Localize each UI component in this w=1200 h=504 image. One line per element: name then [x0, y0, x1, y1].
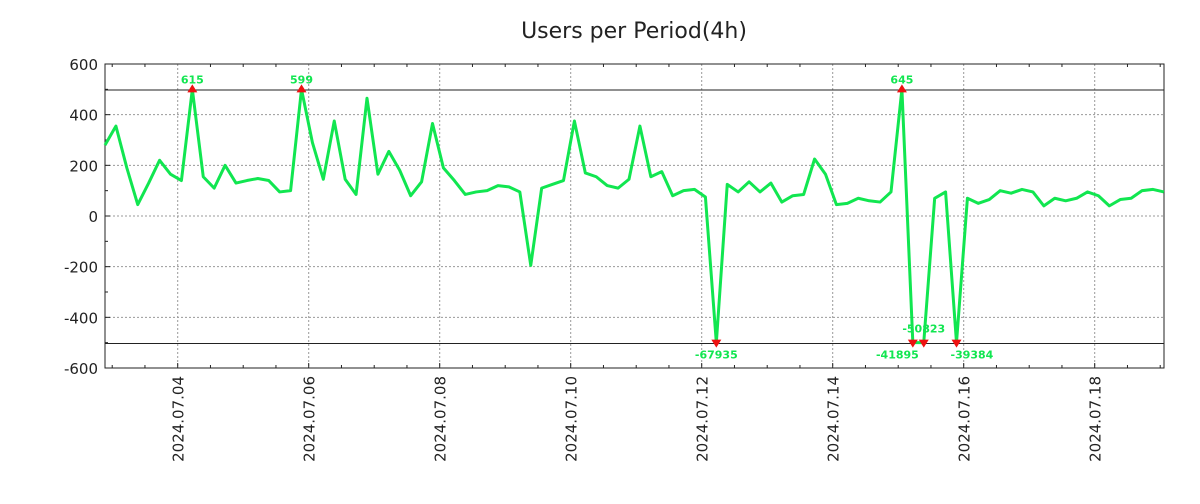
data-label: 615	[181, 73, 204, 86]
y-tick-label: -200	[64, 259, 98, 277]
clip-marker-down	[907, 339, 918, 348]
y-tick-label: 400	[69, 107, 98, 125]
y-tick-label: 200	[69, 157, 98, 175]
clip-marker-down	[918, 339, 929, 348]
clip-marker-up	[296, 84, 307, 93]
x-tick-label: 2024.07.06	[301, 376, 319, 462]
clip-marker-up	[187, 84, 198, 93]
clip-marker-down	[951, 339, 962, 348]
data-label: -39384	[951, 349, 994, 362]
plot-area-frame	[104, 63, 1165, 369]
data-label: 645	[890, 73, 913, 86]
y-tick-label: -400	[64, 309, 98, 327]
x-tick-label: 2024.07.04	[170, 376, 188, 462]
y-tick-label: 600	[69, 56, 98, 74]
data-label: -50823	[902, 323, 945, 336]
y-tick-label: -600	[64, 360, 98, 378]
x-tick-label: 2024.07.18	[1087, 376, 1105, 462]
data-label: -67935	[695, 349, 738, 362]
series-line-users	[103, 87, 1165, 345]
clip-marker-down	[711, 339, 722, 348]
x-tick-label: 2024.07.16	[956, 376, 974, 462]
x-tick-label: 2024.07.08	[432, 376, 450, 462]
y-tick-label: 0	[88, 208, 98, 226]
data-label: -41895	[876, 349, 919, 362]
x-tick-label: 2024.07.10	[563, 376, 581, 462]
data-label: 599	[290, 73, 313, 86]
x-tick-label: 2024.07.14	[825, 376, 843, 462]
x-tick-label: 2024.07.12	[694, 376, 712, 462]
clip-marker-up	[896, 84, 907, 93]
chart-title: Users per Period(4h)	[521, 19, 747, 44]
